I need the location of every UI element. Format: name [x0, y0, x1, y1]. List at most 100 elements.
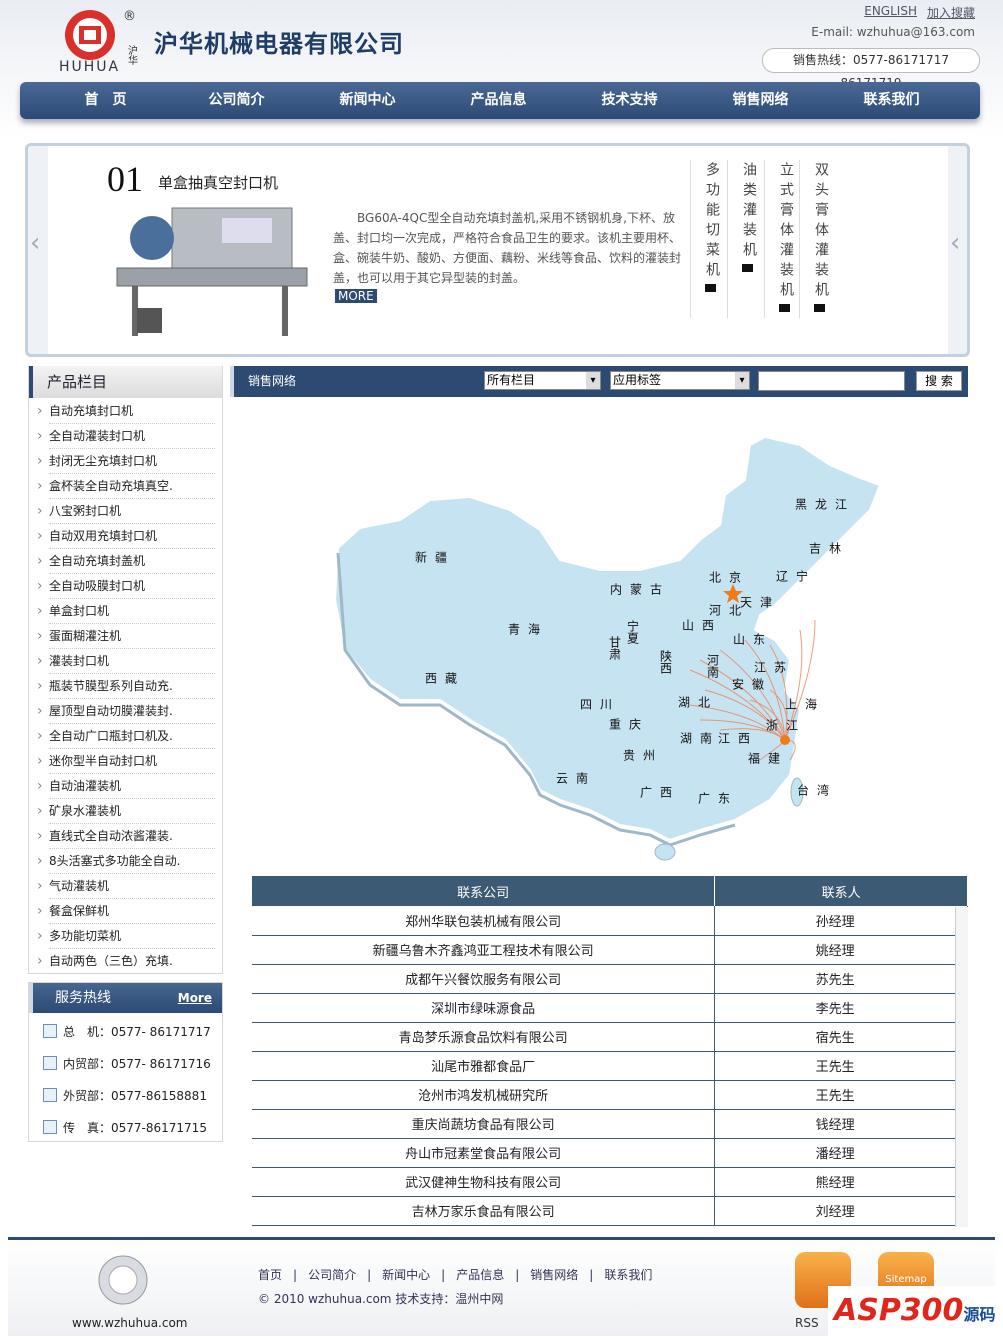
nav-item[interactable]: 技术支持 [601, 92, 658, 108]
search-input[interactable] [758, 371, 905, 391]
footer-link[interactable]: 首页 [258, 1268, 283, 1282]
sidebar-item[interactable]: 餐盒保鲜机 [37, 899, 215, 924]
province-label[interactable]: 贵州 [623, 749, 663, 763]
sidebar-item[interactable]: 气动灌装机 [37, 874, 215, 899]
province-label[interactable]: 江西 [718, 732, 758, 746]
tag-select[interactable]: 应用标签 [610, 371, 750, 390]
province-label[interactable]: 江苏 [754, 661, 794, 675]
next-arrow[interactable]: ‹ [950, 228, 961, 258]
logo-text: HUHUA [59, 59, 120, 75]
province-label[interactable]: 重庆 [609, 718, 649, 732]
nav-item[interactable]: 新闻中心 [339, 92, 396, 108]
nav-item[interactable]: 产品信息 [470, 92, 527, 108]
province-label[interactable]: 河北 [709, 604, 749, 618]
nav-item[interactable]: 销售网络 [732, 92, 789, 108]
sidebar-item[interactable]: 8头活塞式多功能全自动. [37, 849, 215, 874]
province-label[interactable]: 广西 [640, 786, 680, 800]
sidebar-item[interactable]: 多功能切菜机 [37, 924, 215, 949]
sidebar-item[interactable]: 自动双用充填封口机 [37, 524, 215, 549]
sidebar-item[interactable]: 自动两色（三色）充填. [37, 949, 215, 974]
flow-line [719, 649, 786, 741]
province-label[interactable]: 安徽 [732, 677, 772, 692]
province-label[interactable]: 广东 [698, 792, 738, 806]
hotline-item: 外贸部：0577-86158881 [43, 1088, 207, 1103]
province-label[interactable]: 山东 [733, 633, 773, 647]
hotline-more[interactable]: More [177, 991, 212, 1005]
sidebar-item[interactable]: 直线式全自动浓酱灌装. [37, 824, 215, 849]
province-label[interactable]: 四川 [580, 698, 620, 712]
nav-item[interactable]: 首 页 [84, 92, 127, 108]
table-header: 联系公司 [252, 876, 716, 906]
play-icon [742, 264, 753, 272]
province-label[interactable]: 河南 [706, 654, 720, 678]
sidebar-item[interactable]: 八宝粥封口机 [37, 499, 215, 524]
top-link[interactable]: 加入搜藏 [926, 6, 975, 20]
footer-link[interactable]: 销售网络 [504, 1266, 578, 1283]
table-row: 沧州市鸿发机械研究所 王先生 [252, 1080, 968, 1110]
province-label[interactable]: 上海 [785, 697, 825, 712]
sidebar-item[interactable]: 全自动吸膜封口机 [37, 574, 215, 599]
province-label[interactable]: 新疆 [415, 550, 455, 565]
nav-bar: 首 页 公司简介 新闻中心 产品信息 技术支持 销售网络 联系我们 [20, 82, 980, 119]
sidebar-item[interactable]: 蛋面糊灌注机 [37, 624, 215, 649]
banner-item[interactable]: 立式膏体灌装机 [778, 162, 794, 302]
province-label[interactable]: 黑龙江 [795, 498, 855, 512]
sidebar-item[interactable]: 全自动广口瓶封口机及. [37, 724, 215, 749]
email: E-mail: wzhuhua@163.com [811, 25, 975, 39]
copyright: © 2010 wzhuhua.com 技术支持：温州中网 [258, 1292, 504, 1306]
province-label[interactable]: 福建 [748, 751, 788, 766]
play-icon [705, 284, 716, 292]
banner-item[interactable]: 多功能切菜机 [704, 162, 720, 282]
province-label[interactable]: 陕西 [659, 649, 673, 674]
sidebar-item[interactable]: 瓶装节膜型系列自动充. [37, 674, 215, 699]
more-button[interactable]: MORE [335, 289, 377, 303]
sidebar-item[interactable]: 自动充填封口机 [37, 399, 215, 424]
province-label[interactable]: 山西 [682, 619, 722, 633]
sidebar-item[interactable]: 全自动灌装封口机 [37, 424, 215, 449]
province-label[interactable]: 吉林 [809, 542, 849, 556]
sidebar-item[interactable]: 封闭无尘充填封口机 [37, 449, 215, 474]
province-label[interactable]: 天津 [740, 596, 780, 610]
nav-item[interactable]: 公司简介 [208, 92, 265, 108]
search-button[interactable]: 搜 索 [916, 371, 962, 391]
sidebar-item[interactable]: 灌装封口机 [37, 649, 215, 674]
sidebar-item[interactable]: 屋顶型自动切膜灌装封. [37, 699, 215, 724]
sidebar-item[interactable]: 单盒封口机 [37, 599, 215, 624]
table-cell: 孙经理 [714, 906, 968, 936]
scrollbar[interactable] [955, 907, 968, 1227]
category-select[interactable]: 所有栏目 [484, 371, 601, 390]
province-label[interactable]: 云南 [556, 771, 596, 786]
rss-label[interactable]: RSS [795, 1316, 819, 1330]
separator [690, 160, 691, 318]
flow-line [689, 704, 786, 741]
sidebar-item[interactable]: 全自动充填封盖机 [37, 549, 215, 574]
province-label[interactable]: 浙江 [766, 719, 806, 733]
province-label[interactable]: 青海 [508, 622, 548, 637]
banner-item[interactable]: 油类灌装机 [741, 162, 757, 262]
prev-arrow[interactable]: ‹ [30, 228, 41, 258]
sidebar-item[interactable]: 盒杯装全自动充填真空. [37, 474, 215, 499]
province-label[interactable]: 湖南 [680, 731, 720, 746]
province-label[interactable]: 内蒙古 [610, 582, 670, 597]
sidebar-item[interactable]: 迷你型半自动封口机 [37, 749, 215, 774]
footer-link[interactable]: 产品信息 [430, 1266, 504, 1283]
province-label[interactable]: 北京 [709, 571, 749, 585]
footer-link[interactable]: 新闻中心 [356, 1266, 430, 1283]
company-name: 沪华机械电器有限公司 [154, 30, 404, 58]
footer-link[interactable]: 联系我们 [578, 1266, 652, 1283]
sidebar-item[interactable]: 矿泉水灌装机 [37, 799, 215, 824]
province-label[interactable]: 台湾 [797, 783, 837, 798]
province-label[interactable]: 湖北 [678, 695, 718, 710]
banner-description: BG60A-4QC型全自动充填封盖机,采用不锈钢机身,下杯、放盖、封口均一次完成… [333, 211, 682, 285]
footer-links: 首页公司简介新闻中心产品信息销售网络联系我们 [258, 1266, 652, 1283]
separator [764, 160, 765, 318]
banner-item[interactable]: 双头膏体灌装机 [813, 162, 829, 302]
province-label[interactable]: 甘肃 [608, 636, 622, 661]
sidebar-item[interactable]: 自动油灌装机 [37, 774, 215, 799]
footer-link[interactable]: 公司简介 [282, 1266, 356, 1283]
top-link[interactable]: ENGLISH [864, 4, 917, 18]
province-label[interactable]: 宁夏 [626, 619, 640, 644]
province-label[interactable]: 西藏 [425, 672, 465, 686]
nav-item[interactable]: 联系我们 [863, 92, 920, 108]
province-label[interactable]: 辽宁 [776, 569, 816, 584]
